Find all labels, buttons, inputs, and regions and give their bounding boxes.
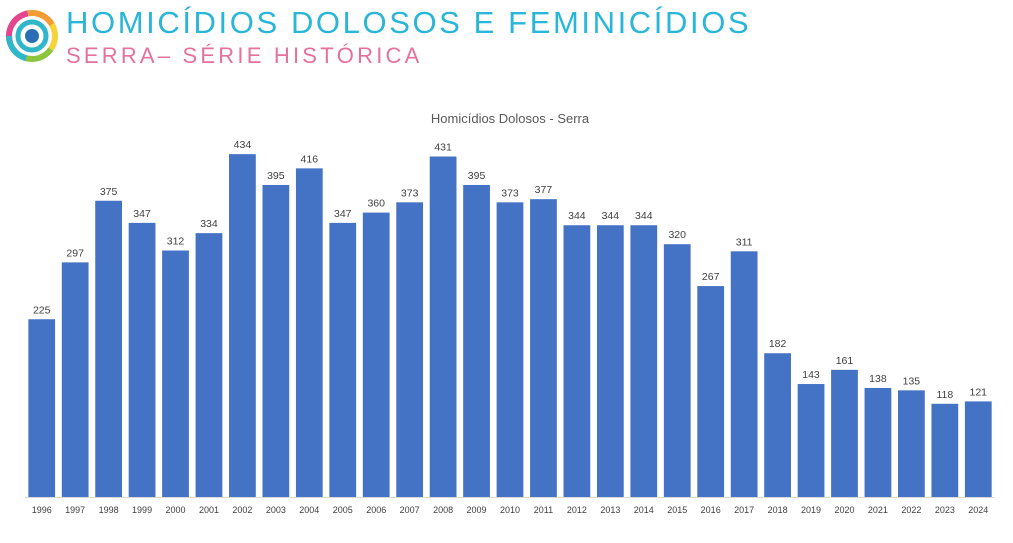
data-label-2002: 434 [234, 139, 252, 151]
bar-2014 [630, 225, 658, 498]
bar-2012 [563, 225, 591, 498]
x-tick-label-2014: 2014 [634, 505, 654, 515]
data-label-2011: 377 [535, 184, 553, 196]
x-tick-label-2021: 2021 [868, 505, 888, 515]
x-tick-label-1997: 1997 [65, 505, 85, 515]
x-tick-label-1998: 1998 [99, 505, 119, 515]
bar-2010 [496, 202, 524, 497]
x-tick-label-2010: 2010 [500, 505, 520, 515]
data-label-2020: 161 [836, 355, 854, 367]
x-tick-label-2000: 2000 [166, 505, 186, 515]
bar-2003 [262, 184, 290, 497]
x-tick-label-2019: 2019 [801, 505, 821, 515]
x-tick-label-2006: 2006 [366, 505, 386, 515]
data-label-2004: 416 [301, 153, 319, 165]
data-label-1998: 375 [100, 186, 118, 198]
x-tick-label-2015: 2015 [667, 505, 687, 515]
bar-2008 [429, 156, 457, 497]
x-tick-label-2005: 2005 [333, 505, 353, 515]
x-tick-label-2007: 2007 [400, 505, 420, 515]
chart-title: Homicídios Dolosos - Serra [431, 111, 590, 126]
bar-1999 [128, 222, 156, 497]
data-label-2015: 320 [668, 229, 686, 241]
bar-2009 [463, 184, 490, 497]
bar-2017 [730, 251, 758, 497]
bar-1997 [61, 262, 89, 497]
header: HOMICÍDIOS DOLOSOS E FEMINICÍDIOS SERRA–… [0, 0, 1013, 80]
bar-2020 [831, 369, 858, 497]
x-tick-label-2013: 2013 [600, 505, 620, 515]
x-tick-label-2003: 2003 [266, 505, 286, 515]
bar-2004 [295, 168, 323, 498]
bar-2006 [362, 212, 390, 497]
data-label-2024: 121 [970, 386, 988, 398]
data-label-2013: 344 [602, 210, 620, 222]
bar-2015 [663, 244, 691, 497]
bar-2022 [898, 390, 925, 497]
data-label-2018: 182 [769, 338, 787, 350]
bar-2018 [764, 353, 791, 497]
bar-2001 [195, 233, 223, 497]
x-tick-label-2022: 2022 [901, 505, 921, 515]
x-tick-label-2011: 2011 [534, 505, 553, 515]
data-label-2021: 138 [869, 373, 887, 385]
data-label-2010: 373 [501, 187, 519, 199]
data-label-2005: 347 [334, 208, 352, 220]
data-label-2012: 344 [568, 210, 586, 222]
bar-2005 [329, 222, 357, 497]
data-label-2014: 344 [635, 210, 653, 222]
data-label-2009: 395 [468, 170, 486, 182]
circular-ribbon-logo-icon [6, 10, 58, 62]
data-label-1999: 347 [133, 208, 151, 220]
data-label-2008: 431 [434, 142, 452, 154]
bar-1996 [28, 319, 56, 497]
data-label-2016: 267 [702, 271, 720, 283]
x-tick-label-2012: 2012 [567, 505, 587, 515]
page-title: HOMICÍDIOS DOLOSOS E FEMINICÍDIOS [66, 5, 752, 40]
data-label-2007: 373 [401, 187, 419, 199]
bar-2000 [162, 250, 189, 497]
bar-2023 [931, 403, 959, 497]
bar-2024 [964, 401, 992, 497]
data-label-2022: 135 [903, 375, 921, 387]
x-tick-label-2020: 2020 [834, 505, 854, 515]
bar-2007 [396, 202, 424, 497]
x-tick-label-2018: 2018 [768, 505, 788, 515]
bar-2011 [530, 199, 557, 498]
x-tick-label-2001: 2001 [199, 505, 219, 515]
data-label-2023: 118 [936, 389, 953, 401]
x-tick-label-1996: 1996 [32, 505, 52, 515]
bar-1998 [95, 200, 122, 497]
x-tick-label-2017: 2017 [734, 505, 754, 515]
page-subtitle: SERRA– SÉRIE HISTÓRICA [66, 43, 423, 68]
data-label-2000: 312 [167, 236, 185, 248]
x-tick-label-2009: 2009 [467, 505, 487, 515]
data-label-2017: 311 [736, 236, 753, 248]
x-tick-label-1999: 1999 [132, 505, 152, 515]
bar-2013 [596, 225, 624, 498]
data-label-2006: 360 [367, 198, 385, 210]
bar-2021 [864, 387, 892, 497]
data-label-2019: 143 [802, 369, 820, 381]
bars-group: 225 1996 297 1997 375 1998 347 1999 312 2000 334 20… [28, 139, 992, 515]
x-tick-label-2024: 2024 [968, 505, 988, 515]
x-tick-label-2002: 2002 [232, 505, 252, 515]
bar-2002 [229, 154, 256, 497]
data-label-2001: 334 [200, 218, 218, 230]
data-label-1997: 297 [66, 247, 84, 259]
data-label-1996: 225 [33, 304, 51, 316]
data-label-2003: 395 [267, 170, 285, 182]
x-tick-label-2016: 2016 [701, 505, 721, 515]
bar-2019 [797, 384, 825, 497]
bar-2016 [697, 286, 725, 497]
x-tick-label-2008: 2008 [433, 505, 453, 515]
x-tick-label-2004: 2004 [299, 505, 319, 515]
x-tick-label-2023: 2023 [935, 505, 955, 515]
